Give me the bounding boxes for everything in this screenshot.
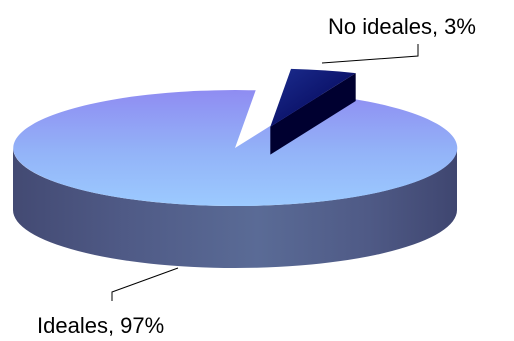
slice-ideales-side: [13, 148, 457, 268]
label-ideales: Ideales, 97%: [37, 313, 164, 338]
leader-line-no-ideales: [321, 44, 419, 64]
slice-no-ideales: [270, 68, 356, 127]
leader-line-ideales: [111, 267, 179, 301]
slice-ideales: [13, 90, 458, 207]
slice-no-ideales-side: [270, 73, 356, 155]
label-no-ideales: No ideales, 3%: [328, 14, 476, 39]
